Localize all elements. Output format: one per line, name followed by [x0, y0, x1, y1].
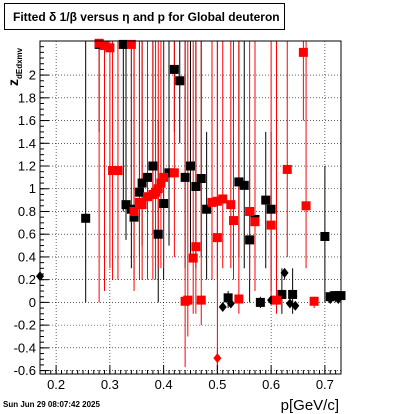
- black-square-marker: [164, 168, 174, 178]
- red-square-marker: [250, 217, 260, 227]
- black-diamond-marker: [226, 298, 235, 309]
- red-square-marker: [272, 295, 281, 305]
- black-square-marker: [148, 161, 158, 171]
- red-square-marker: [309, 296, 319, 306]
- black-square-marker: [118, 39, 128, 49]
- black-square-marker: [288, 289, 298, 299]
- y-tick-label: 1.8: [18, 90, 36, 105]
- black-square-marker: [255, 297, 265, 307]
- red-square-marker: [94, 38, 104, 48]
- red-square-marker: [188, 253, 198, 263]
- black-diamond-marker: [334, 293, 343, 304]
- black-square-marker: [143, 172, 152, 182]
- red-square-marker: [126, 39, 136, 49]
- black-square-marker: [180, 172, 190, 182]
- black-square-marker: [186, 161, 195, 171]
- red-square-marker: [100, 41, 109, 51]
- red-square-marker: [301, 201, 311, 211]
- red-square-marker: [129, 206, 139, 216]
- red-square-marker: [266, 220, 276, 230]
- x-tick-label: 0.7: [316, 377, 334, 392]
- red-square-marker: [108, 166, 118, 176]
- black-square-marker: [134, 187, 144, 197]
- black-square-marker: [81, 213, 91, 223]
- x-tick-label: 0.3: [101, 377, 119, 392]
- red-square-marker: [153, 184, 163, 194]
- y-axis: -0.6 -0.4 -0.2 0 0.2 0.4 0.6 0.8 1 1.2 1.4 1.6 1.8 2: [14, 40, 49, 378]
- y-tick-label: 1.6: [18, 113, 36, 128]
- black-square-marker: [159, 199, 169, 209]
- red-square-marker: [229, 216, 238, 226]
- x-tick-label: 0.6: [262, 377, 280, 392]
- red-square-marker: [196, 295, 206, 305]
- black-square-marker: [245, 235, 255, 245]
- black-square-marker: [223, 293, 233, 303]
- black-square-marker: [175, 76, 185, 86]
- red-square-marker: [282, 164, 292, 174]
- red-square-marker: [245, 206, 255, 216]
- red-square-marker: [183, 295, 193, 305]
- black-square-marker: [277, 289, 287, 299]
- timestamp: Sun Jun 29 08:07:42 2025: [3, 400, 100, 409]
- black-square-marker: [153, 229, 163, 239]
- y-tick-label: -0.2: [14, 318, 36, 333]
- red-square-marker: [169, 168, 179, 178]
- x-axis: 0.2 0.3 0.4 0.5 0.6 0.7: [39, 365, 342, 392]
- black-square-marker: [202, 204, 212, 214]
- black-square-marker: [129, 212, 139, 222]
- black-square-marker: [191, 181, 201, 191]
- red-diamond-marker: [213, 353, 222, 364]
- black-diamond-marker: [218, 301, 227, 312]
- y-tick-label: 1.2: [18, 159, 36, 174]
- black-square-marker: [234, 177, 244, 187]
- black-square-marker: [239, 180, 249, 190]
- red-square-marker: [137, 200, 147, 210]
- y-tick-label: 0.6: [18, 227, 36, 242]
- y-tick-label: 1: [29, 181, 36, 196]
- black-square-marker: [266, 204, 276, 214]
- red-square-marker: [105, 43, 115, 53]
- red-square-marker: [234, 294, 244, 304]
- y-tick-label: -0.6: [14, 363, 36, 378]
- black-square-marker: [121, 200, 131, 210]
- red-square-marker: [207, 197, 217, 207]
- black-square-marker: [331, 291, 341, 301]
- red-square-marker: [298, 47, 308, 57]
- y-tick-label: 2: [29, 68, 36, 83]
- y-tick-label: 0: [29, 295, 36, 310]
- y-tick-label: 1.4: [18, 136, 36, 151]
- x-tick-label: 0.2: [47, 377, 65, 392]
- black-diamond-marker: [326, 293, 335, 304]
- red-square-marker: [212, 233, 222, 243]
- data-markers: [36, 38, 346, 364]
- red-square-marker: [218, 194, 228, 204]
- chart-title: Fitted δ 1/β versus η and p for Global d…: [4, 3, 285, 30]
- black-square-marker: [196, 174, 206, 184]
- red-square-marker: [191, 242, 201, 252]
- x-tick-label: 0.5: [208, 377, 226, 392]
- y-tick-label: 0.2: [18, 272, 36, 287]
- x-axis-label: p[GeV/c]: [281, 397, 339, 414]
- red-square-marker: [143, 192, 152, 202]
- black-square-marker: [261, 195, 271, 205]
- red-square-marker: [113, 166, 123, 176]
- y-axis-label: zdEdxmv: [5, 47, 24, 86]
- black-diamond-marker: [291, 300, 300, 311]
- error-bars: [85, 41, 341, 371]
- red-square-marker: [212, 196, 222, 206]
- black-square-marker: [320, 231, 330, 241]
- y-tick-label: -0.4: [14, 340, 36, 355]
- y-tick-label: 0.8: [18, 204, 36, 219]
- black-diamond-marker: [280, 267, 289, 278]
- red-square-marker: [156, 178, 166, 188]
- black-square-marker: [169, 64, 179, 74]
- red-square-marker: [159, 172, 169, 182]
- black-square-marker: [137, 178, 147, 188]
- red-square-marker: [226, 200, 236, 210]
- x-tick-label: 0.4: [155, 377, 173, 392]
- y-tick-label: 0.4: [18, 249, 36, 264]
